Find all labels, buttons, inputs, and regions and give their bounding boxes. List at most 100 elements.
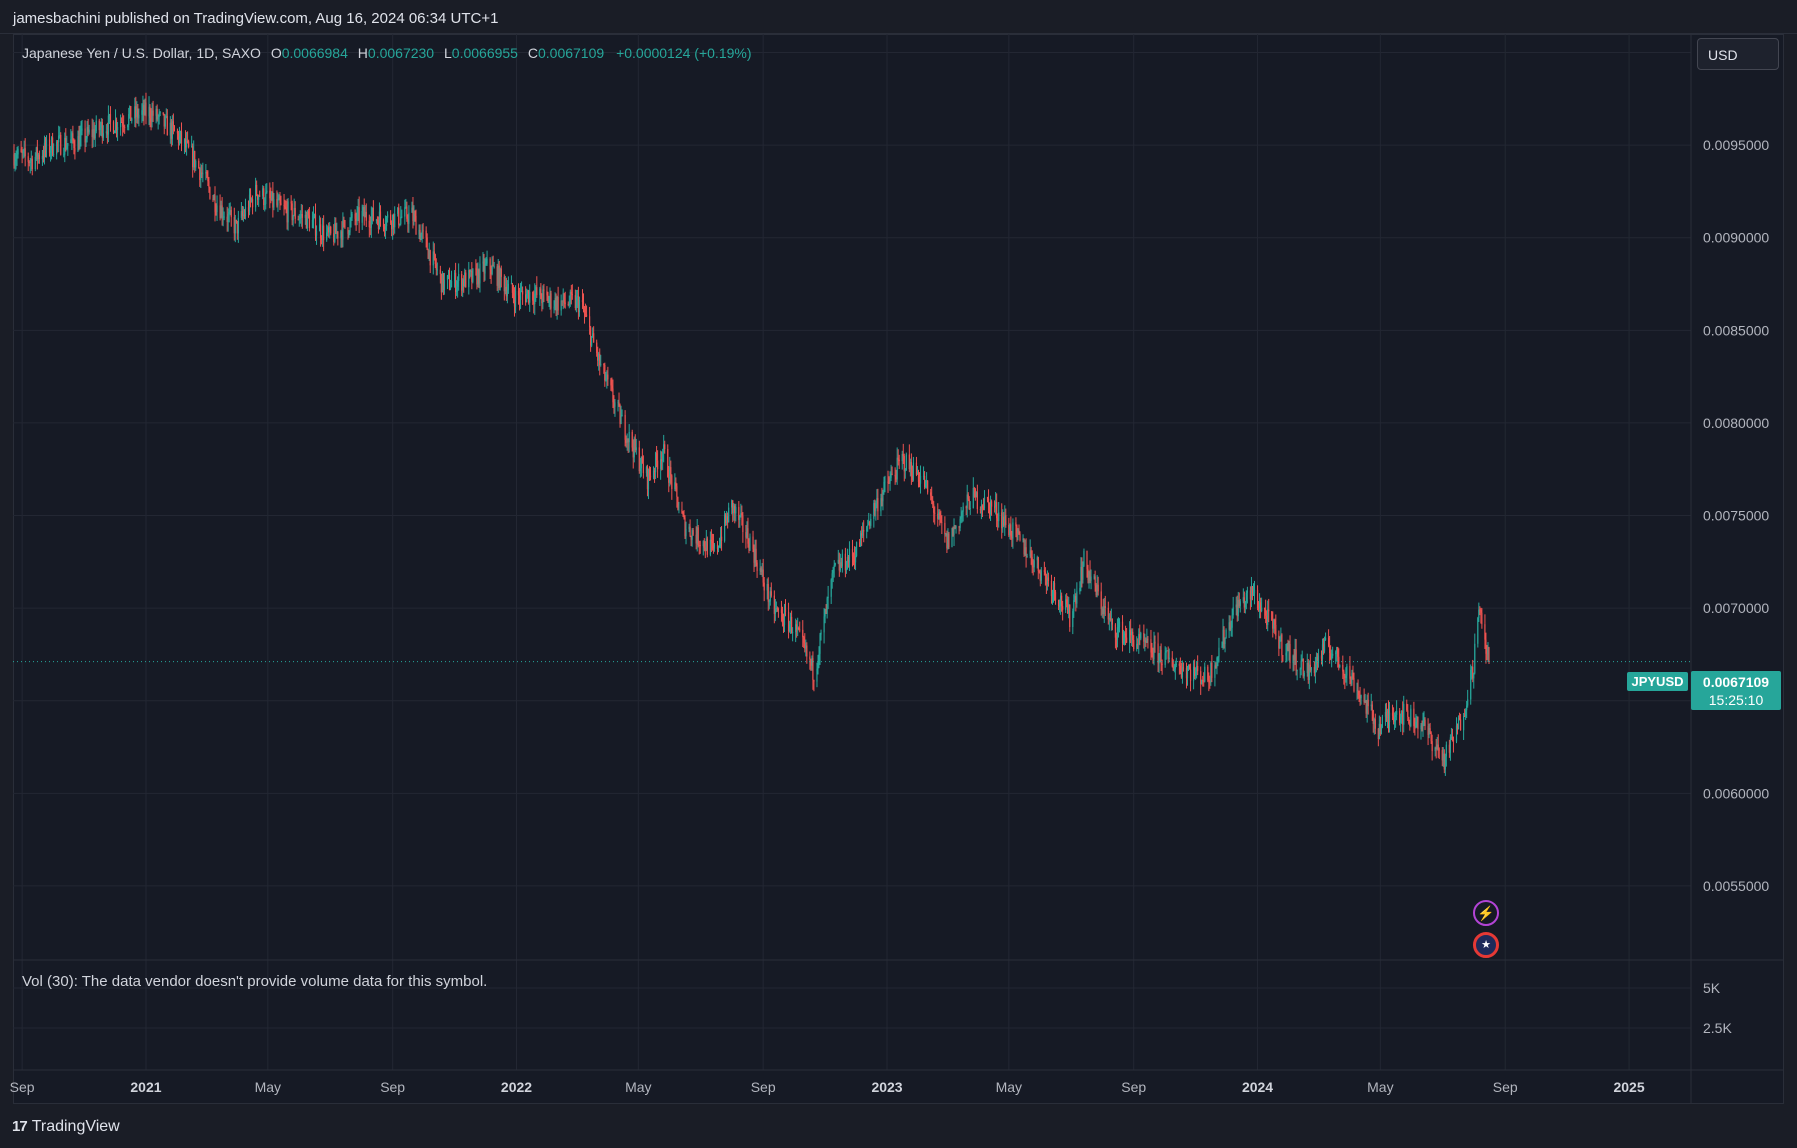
candle-body <box>1436 744 1438 750</box>
candle-body <box>536 287 538 296</box>
candle-body <box>668 476 670 483</box>
candle-body <box>1317 655 1320 663</box>
candle-body <box>1275 624 1277 636</box>
candle-body <box>1345 675 1347 679</box>
candle-body <box>391 222 393 230</box>
candle-body <box>1366 699 1368 714</box>
candle-body <box>1335 652 1337 654</box>
y-tick-label: 0.0055000 <box>1703 878 1769 894</box>
candle-body <box>1210 662 1212 683</box>
candle-body <box>419 229 421 240</box>
candle-body <box>1015 522 1017 527</box>
candle-body <box>554 297 556 307</box>
candle-body <box>747 528 749 544</box>
candle-body <box>1427 726 1429 735</box>
currency-button[interactable]: USD <box>1697 38 1779 70</box>
candle-body <box>1329 645 1331 654</box>
candle-body <box>469 270 471 272</box>
candle-body <box>1322 644 1325 652</box>
candle-body <box>1140 632 1142 639</box>
candle-body <box>362 207 364 211</box>
candle-body <box>1416 716 1418 722</box>
candle-body <box>1422 722 1424 727</box>
candle-body <box>720 536 723 541</box>
candle-body <box>881 498 883 502</box>
candle-body <box>780 609 783 613</box>
candle-body <box>1331 655 1333 660</box>
candle-body <box>941 522 943 524</box>
candle-body <box>1138 634 1140 645</box>
candle-body <box>553 306 555 309</box>
candle-body <box>702 541 704 547</box>
candle-body <box>256 184 258 195</box>
candle-body <box>36 147 38 160</box>
candle-body <box>1016 526 1018 533</box>
candle-body <box>342 219 344 240</box>
candle-body <box>1264 607 1266 610</box>
candle-body <box>1278 635 1280 649</box>
candle-body <box>591 336 593 346</box>
candle-body <box>1358 691 1360 696</box>
candle-body <box>517 290 520 296</box>
candle-body <box>258 195 260 200</box>
lightning-icon[interactable]: ⚡ <box>1473 900 1499 926</box>
candle-body <box>1399 710 1401 723</box>
candle-body <box>1430 732 1432 742</box>
candle-body <box>1147 638 1149 640</box>
candle-body <box>1310 667 1312 671</box>
legend-symbol[interactable]: Japanese Yen / U.S. Dollar, 1D, SAXO <box>22 45 261 61</box>
us-flag-icon[interactable]: ★ <box>1473 932 1499 958</box>
candle-body <box>1123 633 1126 635</box>
candle-body <box>839 562 841 571</box>
candle-body <box>618 402 620 405</box>
candle-body <box>163 114 165 127</box>
candle-body <box>27 156 29 162</box>
candle-body <box>1026 556 1028 558</box>
candle-body <box>1268 609 1270 612</box>
candle-body <box>979 508 982 510</box>
candle-body <box>994 506 996 508</box>
candle-body <box>534 293 536 305</box>
candle-body <box>799 629 801 631</box>
candle-body <box>1313 667 1315 673</box>
candle-body <box>401 216 403 218</box>
candle-body <box>1087 568 1089 581</box>
candle-body <box>838 559 840 571</box>
candle-body <box>188 141 190 148</box>
candle-body <box>300 213 302 217</box>
candle-body <box>570 291 572 295</box>
candle-body <box>148 106 150 117</box>
candle-body <box>998 512 1000 522</box>
candle-body <box>1102 608 1104 615</box>
candle-body <box>564 302 566 304</box>
candle-body <box>283 204 285 207</box>
candle-body <box>315 231 318 236</box>
candle-body <box>435 264 437 270</box>
tradingview-logo[interactable]: 17 TradingView <box>12 1118 120 1136</box>
candle-body <box>14 161 16 166</box>
candle-body <box>205 171 207 174</box>
candle-body <box>1131 631 1133 636</box>
candle-body <box>1396 710 1398 715</box>
candle-body <box>1023 538 1025 555</box>
candle-body <box>1057 600 1060 607</box>
candle-body <box>905 454 907 471</box>
candle-body <box>1012 522 1014 539</box>
candle-body <box>987 498 990 503</box>
candle-body <box>613 402 615 407</box>
candle-body <box>946 533 948 549</box>
candle-body <box>705 538 707 551</box>
candle-body <box>1118 621 1121 627</box>
candle-body <box>599 353 601 366</box>
candle-body <box>49 150 52 153</box>
candle-body <box>500 268 502 277</box>
candle-body <box>411 207 413 213</box>
candle-body <box>910 461 912 476</box>
candle-body <box>399 223 401 225</box>
candle-body <box>1480 610 1482 613</box>
candle-body <box>699 545 701 547</box>
candle-body <box>16 154 18 159</box>
candle-body <box>763 582 765 591</box>
candle-body <box>41 155 44 160</box>
